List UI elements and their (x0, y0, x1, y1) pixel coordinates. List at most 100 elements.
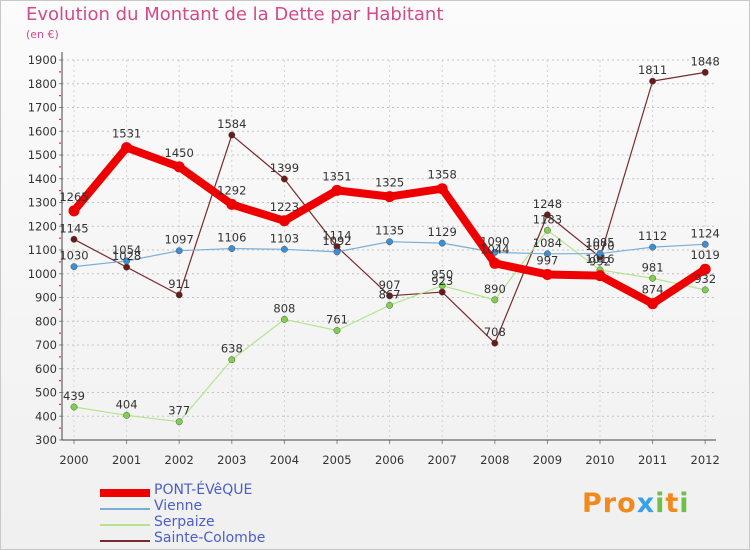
data-label: 1183 (533, 212, 562, 226)
data-label: 1531 (112, 127, 141, 141)
data-label: 1135 (375, 224, 404, 238)
data-point (173, 161, 185, 173)
data-point (386, 301, 394, 309)
data-point (701, 68, 709, 76)
data-point (70, 263, 78, 271)
y-tick-label: 400 (35, 409, 57, 423)
data-point (175, 291, 183, 299)
data-label: 1399 (270, 161, 299, 175)
x-tick-label: 2007 (428, 453, 457, 467)
data-point (333, 248, 341, 256)
y-tick-label: 300 (35, 433, 57, 447)
data-label: 1325 (375, 176, 404, 190)
y-tick-label: 600 (35, 362, 57, 376)
data-label: 1584 (217, 117, 246, 131)
data-label: 1090 (480, 234, 509, 248)
data-point (438, 288, 446, 296)
data-label: 992 (589, 255, 611, 269)
x-tick-label: 2006 (375, 453, 404, 467)
data-label: 890 (484, 282, 506, 296)
x-tick-label: 2011 (638, 453, 667, 467)
legend-label: Sainte-Colombe (154, 530, 266, 546)
data-point (70, 235, 78, 243)
data-label: 1848 (691, 54, 720, 68)
grid (62, 59, 716, 440)
data-point (331, 184, 343, 196)
data-point (596, 250, 604, 258)
y-tick-label: 1500 (28, 148, 57, 162)
legend-swatch (100, 524, 150, 526)
chart-subtitle: (en €) (26, 28, 59, 41)
data-label: 874 (642, 283, 664, 297)
data-label: 1085 (585, 236, 614, 250)
data-label: 1351 (322, 169, 351, 183)
data-point (438, 282, 446, 290)
y-tick-label: 1300 (28, 196, 57, 210)
data-point (491, 339, 499, 347)
data-point (649, 243, 657, 251)
x-tick-label: 2001 (112, 453, 141, 467)
data-label: 761 (326, 313, 348, 327)
data-label: 638 (221, 342, 243, 356)
data-point (68, 205, 80, 217)
x-tick-label: 2010 (585, 453, 614, 467)
data-point (386, 292, 394, 300)
data-label: 907 (379, 278, 401, 292)
data-point (278, 215, 290, 227)
legend-label: PONT-ÉVêQUE (154, 482, 253, 498)
data-label: 1358 (428, 168, 457, 182)
data-point (280, 315, 288, 323)
data-point (701, 286, 709, 294)
x-tick-label: 2012 (691, 453, 720, 467)
data-label: 1114 (322, 229, 351, 243)
data-label: 439 (63, 389, 85, 403)
data-label: 1248 (533, 197, 562, 211)
y-tick-label: 1900 (28, 53, 57, 67)
data-point (228, 131, 236, 139)
data-point (543, 250, 551, 258)
data-label: 1112 (638, 229, 667, 243)
data-point (436, 183, 448, 195)
y-tick-label: 1800 (28, 77, 57, 91)
data-label: 1097 (165, 233, 194, 247)
data-point (543, 211, 551, 219)
x-tick-label: 2004 (270, 453, 299, 467)
data-label: 1030 (59, 249, 88, 263)
data-label: 867 (379, 287, 401, 301)
data-label: 997 (536, 253, 558, 267)
data-label: 1016 (585, 252, 614, 266)
data-point (228, 356, 236, 364)
series-lines (68, 68, 711, 426)
data-label: 1019 (691, 248, 720, 262)
x-tick-label: 2002 (165, 453, 194, 467)
data-point (280, 245, 288, 253)
y-tick-label: 900 (35, 291, 57, 305)
x-tick-label: 2009 (533, 453, 562, 467)
data-label: 1265 (59, 190, 88, 204)
data-point (489, 257, 501, 269)
data-point (333, 327, 341, 334)
data-label: 1124 (691, 226, 720, 240)
y-tick-label: 1700 (28, 101, 57, 115)
data-point (541, 268, 553, 280)
data-point (123, 263, 131, 271)
data-label: 1811 (638, 63, 667, 77)
data-label: 950 (431, 268, 453, 282)
x-tick-label: 2005 (322, 453, 351, 467)
data-label: 377 (168, 404, 190, 418)
y-tick-label: 1100 (28, 243, 57, 257)
data-label: 923 (431, 274, 453, 288)
axes: 300 400 500 600 700 800 900 1000 1100 1200 1300 140… (28, 52, 720, 467)
legend-label: Serpaize (154, 514, 215, 530)
data-label: 404 (116, 397, 138, 411)
chart-title: Evolution du Montant de la Dette par Hab… (26, 4, 444, 25)
y-tick-label: 1400 (28, 172, 57, 186)
data-label: 1450 (165, 146, 194, 160)
y-tick-label: 1200 (28, 219, 57, 233)
proxiti-logo: Proxiti (582, 488, 690, 519)
data-point (70, 403, 78, 411)
data-point (386, 238, 394, 246)
x-tick-label: 2003 (217, 453, 246, 467)
data-label: 808 (273, 301, 295, 315)
